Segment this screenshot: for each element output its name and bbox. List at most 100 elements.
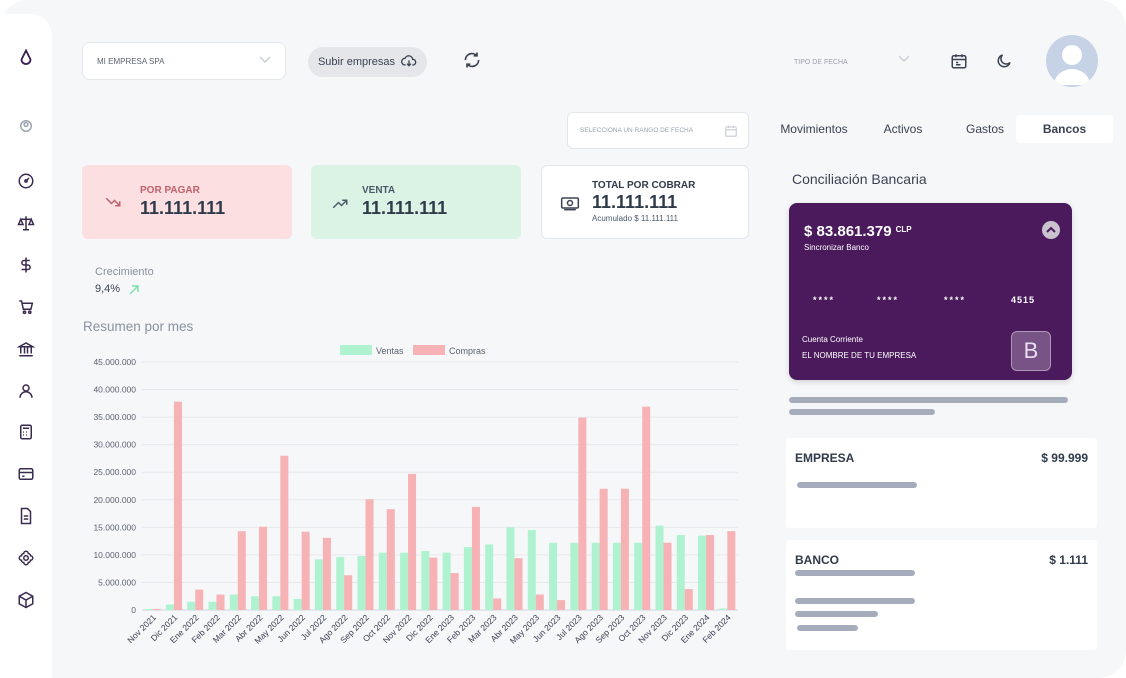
company-select[interactable]: MI EMPRESA SPA (82, 42, 286, 80)
calendar-icon (724, 124, 738, 138)
bar-ventas (229, 594, 238, 610)
balance-scale-icon[interactable] (14, 211, 38, 235)
bar-compras (429, 557, 438, 610)
bar-compras (663, 542, 672, 610)
growth-label: Crecimiento (95, 266, 154, 278)
bar-ventas (144, 608, 153, 610)
dollar-icon[interactable] (14, 253, 38, 277)
kpi-por-pagar-value: 11.111.111 (140, 198, 226, 218)
account-type: Cuenta Corriente (802, 335, 863, 344)
bar-ventas (208, 601, 217, 610)
bar-compras (684, 589, 693, 610)
bar-ventas (400, 552, 409, 610)
bar-compras (535, 594, 544, 610)
cart-icon[interactable] (14, 295, 38, 319)
bank-icon[interactable] (14, 337, 38, 361)
date-range-picker[interactable]: SELECCIONA UN RANGO DE FECHA (567, 112, 749, 149)
kpi-total-cobrar-value: 11.111.111 (592, 192, 678, 212)
bar-ventas (506, 527, 515, 610)
user-circle-icon[interactable] (14, 114, 38, 138)
document-icon[interactable] (14, 504, 38, 528)
trend-up-icon (331, 195, 349, 213)
date-range-placeholder: SELECCIONA UN RANGO DE FECHA (580, 127, 694, 134)
upload-companies-button[interactable]: Subir empresas (308, 47, 427, 77)
skeleton-line (795, 598, 915, 604)
bar-compras (493, 598, 502, 610)
bar-ventas (612, 542, 621, 610)
bar-compras (471, 506, 480, 610)
skeleton-line (795, 570, 915, 576)
kpi-por-pagar-label: POR PAGAR (140, 185, 200, 196)
bar-ventas (676, 535, 685, 610)
legend-swatch-ventas (340, 345, 372, 355)
skeleton-line (789, 397, 1068, 403)
account-name: EL NOMBRE DE TU EMPRESA (802, 351, 917, 360)
bar-ventas (570, 542, 579, 610)
y-tick-label: 35.000.000 (93, 412, 136, 422)
kpi-total-cobrar-label: TOTAL POR COBRAR (592, 180, 696, 191)
calendar-icon[interactable] (950, 52, 970, 72)
bar-compras (322, 537, 331, 610)
bar-ventas (357, 555, 366, 610)
tab-activos[interactable]: Activos (883, 122, 923, 136)
avatar[interactable] (1046, 35, 1098, 87)
bar-compras (599, 488, 608, 610)
growth-value: 9,4% (95, 283, 121, 295)
monthly-summary-chart: 0 5.000.000 10.000.000 15.000.000 20.000.000… (93, 345, 738, 646)
trend-down-icon (104, 193, 122, 211)
tab-bancos[interactable]: Bancos (1016, 115, 1113, 143)
y-tick-label: 20.000.000 (93, 495, 136, 505)
chart-title: Resumen por mes (83, 319, 194, 334)
bar-compras (386, 509, 395, 610)
puzzle-icon[interactable] (14, 546, 38, 570)
banco-label: BANCO (795, 553, 839, 567)
bar-ventas (187, 601, 196, 610)
tab-gastos[interactable]: Gastos (965, 122, 1004, 136)
bar-ventas (655, 525, 664, 610)
date-type-placeholder: TIPO DE FECHA (794, 58, 848, 66)
bar-compras (514, 558, 523, 610)
bar-ventas (314, 559, 323, 610)
date-type-select[interactable]: TIPO DE FECHA (782, 50, 922, 74)
bar-compras (344, 575, 353, 610)
sync-bank-link[interactable]: Sincronizar Banco (804, 243, 869, 252)
bar-ventas (293, 598, 302, 610)
legend-swatch-compras (413, 345, 445, 355)
company-select-value: MI EMPRESA SPA (97, 56, 165, 66)
tab-movimientos[interactable]: Movimientos (780, 122, 848, 136)
y-tick-label: 10.000.000 (93, 550, 136, 560)
dashboard-icon[interactable] (14, 169, 38, 193)
y-tick-label: 15.000.000 (93, 522, 136, 532)
legend-label-compras: Compras (449, 346, 486, 356)
kpi-venta-value: 11.111.111 (362, 198, 448, 218)
bar-compras (301, 531, 310, 610)
bar-compras (408, 473, 417, 610)
chevron-up-icon[interactable] (1042, 221, 1060, 239)
y-tick-label: 45.000.000 (93, 357, 136, 367)
bar-ventas (272, 596, 281, 610)
person-icon[interactable] (14, 379, 38, 403)
banknote-icon (560, 194, 580, 212)
y-tick-label: 30.000.000 (93, 440, 136, 450)
bar-ventas (485, 544, 494, 610)
bar-ventas (165, 604, 174, 610)
card-masked-group: **** (944, 295, 967, 305)
kpi-venta-label: VENTA (362, 185, 396, 196)
kpi-total-cobrar-sub: Acumulado $ 11.111.111 (592, 214, 678, 223)
bar-compras (727, 531, 736, 610)
refresh-icon[interactable] (462, 50, 484, 72)
bar-compras (216, 594, 225, 610)
moon-icon[interactable] (995, 52, 1015, 72)
bank-card[interactable]: $ 83.861.379 CLP Sincronizar Banco **** *… (789, 203, 1072, 380)
box-icon[interactable] (14, 588, 38, 612)
kpi-venta: VENTA 11.111.111 (311, 165, 521, 239)
calculator-icon[interactable] (14, 420, 38, 444)
bar-compras (195, 589, 204, 610)
y-tick-label: 5.000.000 (98, 577, 136, 587)
y-tick-label: 0 (131, 605, 136, 615)
card-icon[interactable] (14, 462, 38, 486)
skeleton-line (797, 482, 917, 488)
bank-card-amount: $ 83.861.379 CLP (804, 223, 912, 240)
logo-icon[interactable] (14, 46, 38, 70)
